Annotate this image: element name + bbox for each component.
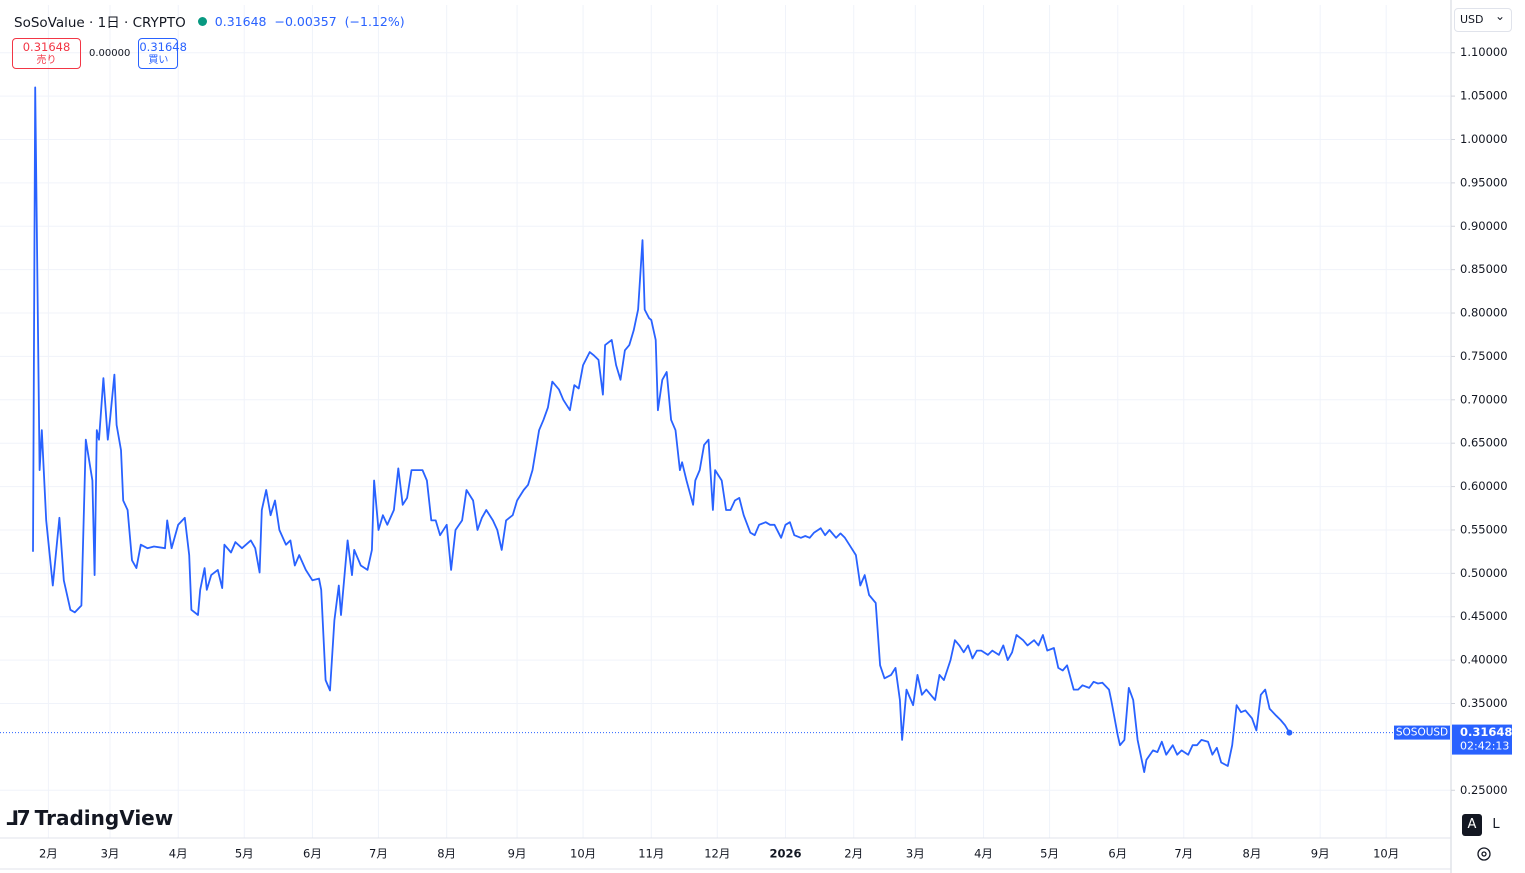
y-tick-label: 0.35000 xyxy=(1460,696,1508,710)
buy-button[interactable]: 0.31648 買い xyxy=(138,38,187,69)
x-tick-label: 7月 xyxy=(369,847,388,861)
y-tick-label: 1.10000 xyxy=(1460,45,1508,59)
x-tick-label: 8月 xyxy=(437,847,456,861)
x-tick-label: 10月 xyxy=(1373,847,1399,861)
y-tick-label: 0.40000 xyxy=(1460,653,1508,667)
logo: ⅃7 TradingView xyxy=(6,806,173,830)
sell-label: 売り xyxy=(36,55,57,66)
x-tick-label: 9月 xyxy=(1311,847,1330,861)
x-tick-label: 4月 xyxy=(974,847,993,861)
y-tick-label: 0.45000 xyxy=(1460,609,1508,623)
y-tick-label: 1.00000 xyxy=(1460,132,1508,146)
spread: 0.00000 xyxy=(89,48,131,59)
symbol-tag: SOSOUSD xyxy=(1396,727,1448,739)
y-tick-label: 0.55000 xyxy=(1460,522,1508,536)
log-scale-button[interactable]: L xyxy=(1492,817,1500,832)
last-price: 0.31648 xyxy=(214,13,267,29)
x-tick-label: 7月 xyxy=(1174,847,1193,861)
y-tick-label: 0.70000 xyxy=(1460,392,1508,406)
buy-label: 買い xyxy=(148,55,169,66)
y-tick-label: 0.80000 xyxy=(1460,306,1508,320)
settings-icon xyxy=(1477,847,1491,861)
logo-mark: ⅃7 xyxy=(6,806,31,830)
header: SoSoValue · 1日 · CRYPTO 0.31648 −0.00357… xyxy=(14,11,405,32)
logo-text: TradingView xyxy=(34,806,174,830)
y-tick-label: 0.90000 xyxy=(1460,219,1508,233)
price-change: −0.00357 xyxy=(274,13,337,29)
last-point xyxy=(1286,729,1293,736)
x-tick-label: 11月 xyxy=(638,847,664,861)
y-tick-label: 0.25000 xyxy=(1460,783,1508,797)
market-status xyxy=(197,16,207,26)
x-tick-label: 3月 xyxy=(906,847,925,861)
y-tick-label: 0.65000 xyxy=(1460,436,1508,450)
trade-panel: 0.31648 売り 0.00000 0.31648 買い xyxy=(12,38,187,69)
buy-price: 0.31648 xyxy=(139,40,187,54)
price-change-pct: (−1.12%) xyxy=(344,13,405,29)
auto-scale-button[interactable]: A xyxy=(1462,814,1482,836)
y-tick-label: 0.95000 xyxy=(1460,175,1508,189)
currency-select[interactable]: USD xyxy=(1454,5,1512,32)
sell-button[interactable]: 0.31648 売り xyxy=(12,38,81,69)
symbol-title[interactable]: SoSoValue · 1日 · CRYPTO xyxy=(14,15,186,31)
price-tag-bg xyxy=(1452,724,1512,755)
x-tick-label: 4月 xyxy=(169,847,188,861)
y-tick-label: 0.50000 xyxy=(1460,566,1508,580)
y-tick-label: 0.85000 xyxy=(1460,262,1508,276)
countdown: 02:42:13 xyxy=(1460,740,1509,753)
x-tick-label: 9月 xyxy=(508,847,527,861)
x-tick-label: 5月 xyxy=(1040,847,1059,861)
x-tick-label: 6月 xyxy=(303,847,322,861)
settings-icon-core xyxy=(1481,851,1487,857)
x-tick-label: 3月 xyxy=(101,847,120,861)
y-tick-label: 0.75000 xyxy=(1460,349,1508,363)
x-tick-label: 2月 xyxy=(39,847,58,861)
x-tick-label: 2月 xyxy=(844,847,863,861)
x-tick-label: 5月 xyxy=(235,847,254,861)
y-tick-label: 0.60000 xyxy=(1460,479,1508,493)
x-tick-label: 12月 xyxy=(704,847,730,861)
x-tick-label: 2026 xyxy=(770,847,802,861)
symbol-tag-bg xyxy=(1394,725,1450,740)
y-tick-label: 1.05000 xyxy=(1460,89,1508,103)
price-line xyxy=(32,86,1291,773)
x-tick-label: 10月 xyxy=(570,847,596,861)
price-tag: 0.31648 xyxy=(1460,725,1512,739)
x-tick-label: 6月 xyxy=(1108,847,1127,861)
x-tick-label: 8月 xyxy=(1243,847,1262,861)
sell-price: 0.31648 xyxy=(22,40,71,54)
